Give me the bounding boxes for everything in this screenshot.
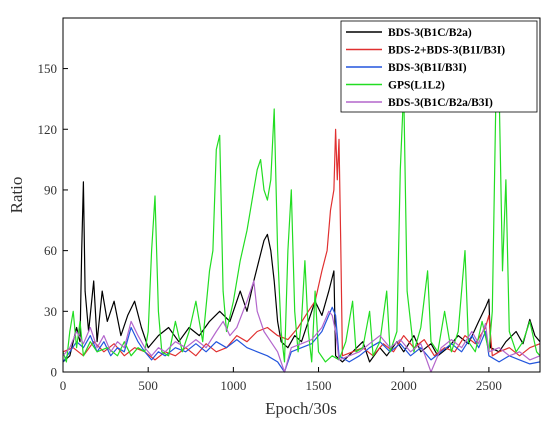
legend-label-2: BDS-3(B1I/B3I) [388,62,467,74]
series-layer [62,88,541,373]
x-tick-label-2: 1000 [220,378,246,393]
legend-label-0: BDS-3(B1C/B2a) [388,27,472,39]
x-tick-label-5: 2500 [476,378,502,393]
series-line-1 [62,128,541,361]
y-tick-label-1: 30 [44,304,57,319]
legend-label-1: BDS-2+BDS-3(B1I/B3I) [388,45,505,57]
y-tick-label-2: 60 [44,243,57,258]
legend-label-3: GPS(L1L2) [388,80,445,92]
y-axis-label: Ratio [7,177,26,214]
series-line-2 [62,306,541,373]
legend: BDS-3(B1C/B2a) BDS-2+BDS-3(B1I/B3I) BDS-3(… [340,20,538,113]
x-tick-label-4: 2000 [391,378,417,393]
y-tick-label-3: 90 [44,182,57,197]
y-tick-label-0: 0 [51,365,58,380]
series-line-4 [62,280,541,373]
x-axis-label: Epoch/30s [265,399,337,418]
ticks-layer: 0 500 1000 1500 2000 2500 0 30 60 90 120 150 [38,61,502,393]
plot-frame [62,17,541,373]
x-tick-label-0: 0 [60,378,67,393]
series-line-3 [62,88,541,363]
y-tick-label-4: 120 [38,122,58,137]
x-tick-label-3: 1500 [306,378,332,393]
legend-label-4: BDS-3(B1C/B2a/B3I) [388,97,493,109]
y-tick-label-5: 150 [38,61,58,76]
x-tick-label-1: 500 [138,378,158,393]
series-line-0 [62,181,541,363]
